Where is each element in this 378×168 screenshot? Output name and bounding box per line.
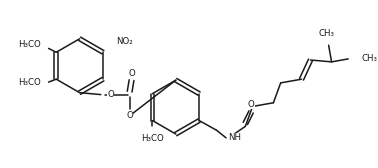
- Text: O: O: [107, 90, 114, 99]
- Text: O: O: [126, 111, 133, 120]
- Text: H₃CO: H₃CO: [141, 134, 164, 143]
- Text: O: O: [128, 69, 135, 78]
- Text: H₃CO: H₃CO: [18, 78, 41, 87]
- Text: NH: NH: [228, 133, 241, 142]
- Text: H₃CO: H₃CO: [18, 40, 41, 49]
- Text: NO₂: NO₂: [116, 37, 133, 47]
- Text: O: O: [248, 100, 254, 109]
- Text: CH₃: CH₃: [319, 29, 335, 38]
- Text: CH₃: CH₃: [362, 54, 378, 63]
